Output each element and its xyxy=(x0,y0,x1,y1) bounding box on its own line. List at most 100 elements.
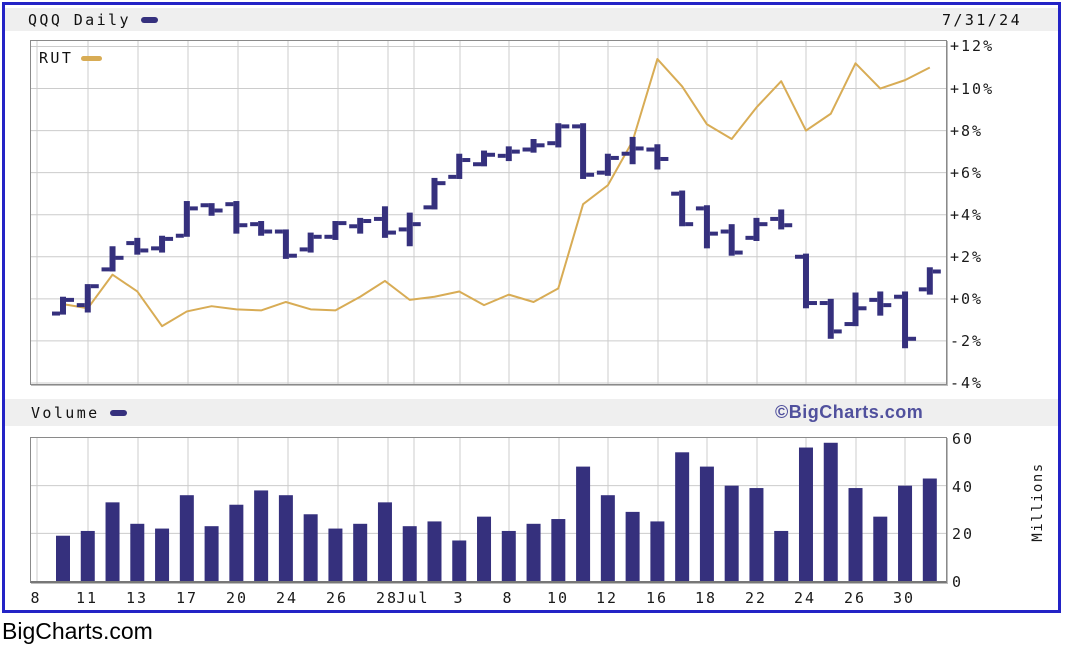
ohlc-bar xyxy=(497,146,520,162)
ohlc-bar xyxy=(572,123,595,179)
price-chart-plot: RUT xyxy=(30,40,947,385)
chart-date: 7/31/24 xyxy=(941,10,1022,29)
volume-y-axis-label: 0 xyxy=(952,573,964,591)
volume-y-axis-label: 20 xyxy=(952,525,975,544)
volume-bar xyxy=(254,490,269,581)
x-axis-label: 26 xyxy=(843,589,867,607)
ohlc-bar xyxy=(250,221,273,236)
volume-title: Volume xyxy=(31,403,100,422)
ohlc-bar xyxy=(869,291,892,316)
x-axis-label: 3 xyxy=(453,589,465,607)
volume-bar xyxy=(823,442,838,581)
x-axis-label: 16 xyxy=(645,589,669,607)
volume-bar xyxy=(303,514,318,581)
x-axis-label: 24 xyxy=(793,589,817,607)
ohlc-bar xyxy=(299,232,322,253)
x-axis-label: 11 xyxy=(75,589,99,607)
ohlc-bar xyxy=(448,153,471,179)
x-axis-label: Jul xyxy=(396,589,430,607)
ohlc-bar xyxy=(423,177,446,210)
volume-bar xyxy=(229,504,244,581)
volume-bar xyxy=(402,526,417,581)
rut-legend-dash-icon xyxy=(81,55,103,61)
rut-legend-label: RUT xyxy=(39,49,74,67)
x-axis-label: 24 xyxy=(275,589,299,607)
ohlc-bar xyxy=(324,221,347,240)
volume-y-axis-label: 60 xyxy=(952,430,975,448)
volume-band: Volume ©BigCharts.com xyxy=(5,399,1058,426)
ohlc-bar xyxy=(745,217,768,241)
volume-bar xyxy=(179,495,194,581)
x-axis-label: 8 xyxy=(502,589,514,607)
x-axis-label: 18 xyxy=(694,589,718,607)
main-y-axis-label: +8% xyxy=(950,121,984,140)
volume-bar xyxy=(551,519,566,581)
volume-chart-svg xyxy=(31,438,946,581)
ohlc-bar xyxy=(175,201,198,238)
x-axis-label: 22 xyxy=(744,589,768,607)
volume-bar xyxy=(848,488,863,581)
ohlc-bar xyxy=(200,203,223,216)
ohlc-bar xyxy=(596,153,619,176)
volume-bar xyxy=(155,528,170,581)
volume-bar xyxy=(898,485,913,581)
volume-bar xyxy=(80,530,95,581)
ohlc-bar xyxy=(349,217,372,234)
price-chart-svg xyxy=(31,41,946,384)
ohlc-bar xyxy=(52,296,74,316)
x-axis-label: 8 xyxy=(30,589,42,607)
qqq-legend-dash-icon xyxy=(140,16,158,23)
ohlc-bar xyxy=(646,144,669,170)
volume-bar xyxy=(576,466,591,581)
volume-bar xyxy=(798,447,813,581)
ohlc-bar xyxy=(373,206,396,238)
x-axis-label: 13 xyxy=(125,589,149,607)
main-y-axis-label: +10% xyxy=(950,79,995,98)
volume-bar xyxy=(625,511,640,581)
ohlc-bar xyxy=(720,224,743,256)
ohlc-bar xyxy=(794,253,817,309)
main-y-axis-label: +2% xyxy=(950,247,984,266)
ohlc-bar xyxy=(522,139,545,153)
volume-bar xyxy=(377,502,392,581)
main-y-axis-label: -4% xyxy=(950,373,984,392)
main-y-axis-label: -2% xyxy=(950,331,984,350)
ohlc-bar xyxy=(76,284,99,313)
volume-bar xyxy=(675,452,690,581)
volume-legend-dash-icon xyxy=(109,409,127,416)
x-axis-label: 26 xyxy=(325,589,349,607)
main-y-axis-label: +12% xyxy=(950,37,995,56)
x-axis-label: 20 xyxy=(225,589,249,607)
volume-unit-label: Millions xyxy=(1030,462,1046,542)
symbol-title: QQQ Daily xyxy=(28,10,131,29)
ohlc-bar xyxy=(695,205,718,249)
volume-bar xyxy=(477,516,492,581)
ohlc-bar xyxy=(126,237,149,255)
chart-frame-border xyxy=(2,2,1061,613)
volume-bar xyxy=(873,516,888,581)
volume-bar xyxy=(427,521,442,581)
volume-bar xyxy=(328,528,343,581)
bigcharts-caption: BigCharts.com xyxy=(2,618,153,644)
volume-bar xyxy=(353,523,368,581)
volume-bar xyxy=(452,540,467,581)
main-y-axis-label: +0% xyxy=(950,289,984,308)
x-axis-label: 12 xyxy=(595,589,619,607)
x-axis-label: 30 xyxy=(892,589,916,607)
x-axis-label: 28 xyxy=(375,589,399,607)
rut-line xyxy=(62,58,931,328)
x-axis-label: 17 xyxy=(175,589,199,607)
bigcharts-brand: ©BigCharts.com xyxy=(775,402,924,422)
ohlc-bar xyxy=(274,229,297,259)
ohlc-bar xyxy=(398,212,421,247)
volume-bar xyxy=(278,495,293,581)
ohlc-bar xyxy=(621,136,644,165)
ohlc-bar xyxy=(671,190,694,227)
x-axis-label: 10 xyxy=(546,589,570,607)
volume-bar xyxy=(204,526,219,581)
main-y-axis-label: +4% xyxy=(950,205,984,224)
rut-legend: RUT xyxy=(39,49,103,67)
ohlc-bar xyxy=(844,292,867,327)
volume-bar xyxy=(105,502,120,581)
